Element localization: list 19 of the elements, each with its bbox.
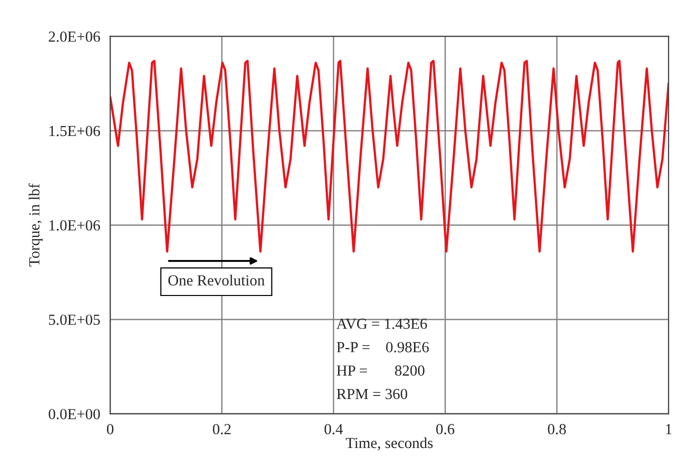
annotation: P-P = 0.98E6 xyxy=(336,342,429,352)
x-tick-label: 0 xyxy=(106,424,114,434)
annotation: RPM = 360 xyxy=(336,388,408,400)
y-tick-label: 0.0E+00 xyxy=(48,408,100,420)
y-tick-label: 5.0E+05 xyxy=(49,314,100,325)
annotation: One Revolution xyxy=(168,274,265,286)
x-tick-label: 0.8 xyxy=(548,424,566,434)
x-tick-label: 0.4 xyxy=(324,424,343,434)
y-tick-label: 2.0E+06 xyxy=(48,31,100,42)
x-tick-label: 1 xyxy=(666,424,672,434)
annotation: HP = 8200 xyxy=(336,365,424,376)
x-tick-label: 0.6 xyxy=(436,424,454,434)
y-tick-label: 1.5E+06 xyxy=(49,126,100,136)
x-tick-label: 0.2 xyxy=(212,424,231,434)
y-axis-title: Torque, in lbf xyxy=(28,183,43,266)
y-tick-label: 1.0E+06 xyxy=(49,220,100,231)
x-axis-title: Time, seconds xyxy=(346,437,433,450)
annotation: AVG = 1.43E6 xyxy=(336,318,427,330)
line-series xyxy=(110,60,669,253)
